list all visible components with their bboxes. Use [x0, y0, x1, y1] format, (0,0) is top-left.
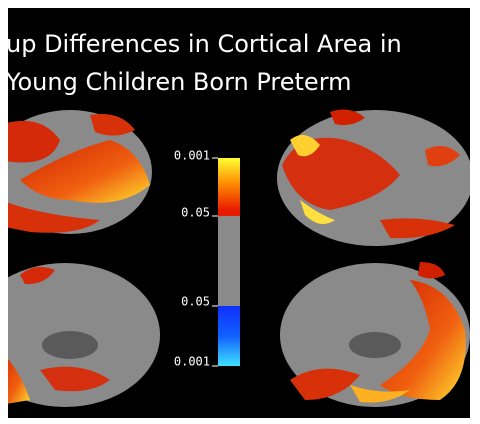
- brain-top-right: [277, 109, 470, 246]
- colorbar-label: 0.001: [174, 149, 210, 163]
- colorbar-label: 0.05: [181, 295, 210, 309]
- colorbar-positive: [218, 158, 240, 216]
- brain-top-left: [8, 110, 152, 234]
- title-line: up Differences in Cortical Area in: [6, 30, 402, 58]
- brains: [8, 109, 470, 407]
- brain-bottom-right: [280, 262, 470, 407]
- colorbar-negative: [218, 306, 240, 366]
- colorbar-label: 0.05: [181, 206, 210, 220]
- colorbar-label: 0.001: [174, 355, 210, 369]
- colorbar: 0.001 0.05 0.05 0.001: [174, 149, 240, 369]
- colorbar-neutral: [218, 216, 240, 306]
- title-line: Young Children Born Preterm: [5, 68, 352, 96]
- brain-bottom-left: [8, 263, 160, 407]
